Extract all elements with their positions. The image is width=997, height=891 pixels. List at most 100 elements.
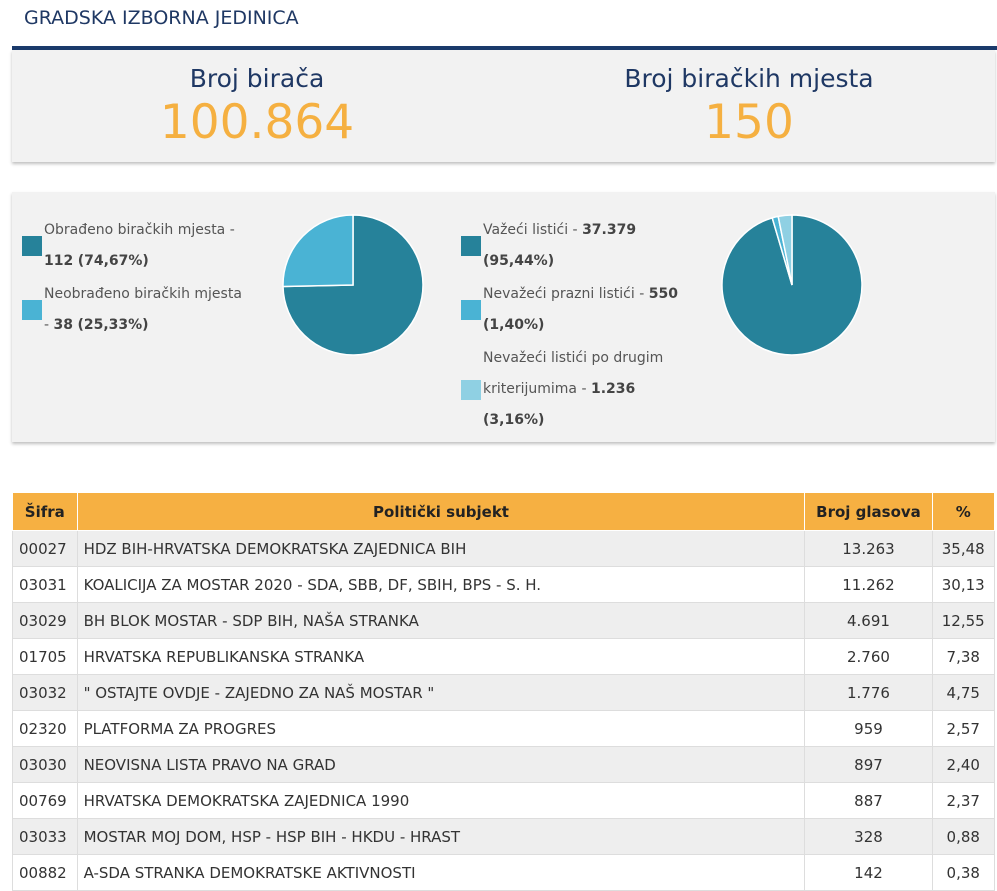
table-row: 03031 KOALICIJA ZA MOSTAR 2020 - SDA, SBB… xyxy=(12,566,995,603)
legend-swatch xyxy=(461,379,481,400)
table-cell: MOSTAR MOJ DOM, HSP - HSP BIH - HKDU - H… xyxy=(76,818,806,855)
legend-swatch xyxy=(22,300,42,320)
table-cell: 0,88 xyxy=(931,818,995,855)
legend-item: Obrađeno biračkih mjesta - 112 (74,67%) xyxy=(22,215,262,277)
table-cell: 2,40 xyxy=(931,746,995,783)
legend-swatch xyxy=(22,236,42,256)
legend-text: Važeći listići - 37.379 (95,44%) xyxy=(483,215,688,277)
legend-count: 550 xyxy=(648,286,678,302)
stat: Broj birača 100.864 xyxy=(12,50,502,150)
legend-swatch xyxy=(461,300,481,320)
header-rule xyxy=(12,46,997,50)
table-row: 03029 BH BLOK MOSTAR - SDP BIH, NAŠA STRA… xyxy=(12,602,995,639)
table-cell: NEOVISNA LISTA PRAVO NA GRAD xyxy=(76,746,806,783)
table-cell: 142 xyxy=(804,854,933,891)
table-row: 03030 NEOVISNA LISTA PRAVO NA GRAD 897 2,40 xyxy=(12,746,995,783)
legend-share: (3,16%) xyxy=(483,412,545,428)
table-cell: 2,57 xyxy=(931,710,995,747)
legend-text: Obrađeno biračkih mjesta - 112 (74,67%) xyxy=(44,215,249,277)
table-cell: PLATFORMA ZA PROGRES xyxy=(76,710,806,747)
pie-slice xyxy=(282,214,354,288)
table-cell: 12,55 xyxy=(931,602,995,639)
legend-share: (95,44%) xyxy=(483,253,555,269)
table-cell: 897 xyxy=(804,746,933,783)
table-cell: " OSTAJTE OVDJE - ZAJEDNO ZA NAŠ MOSTAR … xyxy=(76,674,806,711)
table-cell: BH BLOK MOSTAR - SDP BIH, NAŠA STRANKA xyxy=(76,602,806,639)
table-cell: 00027 xyxy=(12,530,78,567)
column-header: Politički subjekt xyxy=(76,492,806,531)
legend-share: (74,67%) xyxy=(77,253,149,269)
stats-panel: Broj birača 100.864 Broj biračkih mjesta… xyxy=(12,50,995,162)
table-cell: 35,48 xyxy=(931,530,995,567)
table-row: 03033 MOSTAR MOJ DOM, HSP - HSP BIH - HKD… xyxy=(12,818,995,855)
legend-item: Neobrađeno biračkih mjesta - 38 (25,33%) xyxy=(22,279,262,341)
pie-chart xyxy=(721,214,863,356)
legend-text: Nevažeći prazni listići - 550 (1,40%) xyxy=(483,279,688,341)
legend: Obrađeno biračkih mjesta - 112 (74,67%) N… xyxy=(22,215,262,343)
stat-label: Broj birača xyxy=(189,64,325,93)
stat-label: Broj biračkih mjesta xyxy=(624,64,874,93)
legend-swatch xyxy=(461,236,481,256)
table-row: 00882 A-SDA STRANKA DEMOKRATSKE AKTIVNOST… xyxy=(12,854,995,891)
table-cell: HRVATSKA REPUBLIKANSKA STRANKA xyxy=(76,638,806,675)
page-title: GRADSKA IZBORNA JEDINICA xyxy=(24,7,299,29)
table-cell: A-SDA STRANKA DEMOKRATSKE AKTIVNOSTI xyxy=(76,854,806,891)
results-table: Šifra Politički subjekt Broj glasova% 0002… xyxy=(12,492,995,891)
column-header: Šifra xyxy=(12,492,78,531)
stat-value: 100.864 xyxy=(159,95,355,150)
table-cell: 328 xyxy=(804,818,933,855)
legend-item: Nevažeći prazni listići - 550 (1,40%) xyxy=(461,279,701,341)
legend-label: Obrađeno biračkih mjesta - xyxy=(44,222,235,238)
table-cell: HDZ BIH-HRVATSKA DEMOKRATSKA ZAJEDNICA B… xyxy=(76,530,806,567)
legend-count: 37.379 xyxy=(582,222,637,238)
table-row: 00769 HRVATSKA DEMOKRATSKA ZAJEDNICA 1990… xyxy=(12,782,995,819)
legend-share: (25,33%) xyxy=(77,317,149,333)
table-cell: KOALICIJA ZA MOSTAR 2020 - SDA, SBB, DF,… xyxy=(76,566,806,603)
stat: Broj biračkih mjesta 150 xyxy=(504,50,994,150)
legend-item: Nevažeći listići po drugim kriterijumima… xyxy=(461,343,701,436)
column-header: Broj glasova xyxy=(804,492,933,531)
header-row: Šifra Politički subjekt Broj glasova% xyxy=(12,492,995,531)
stat-value: 150 xyxy=(704,95,794,150)
table-cell: 1.776 xyxy=(804,674,933,711)
legend-label: Nevažeći listići po drugim kriterijumima… xyxy=(483,350,664,397)
table-cell: 03031 xyxy=(12,566,78,603)
legend-share: (1,40%) xyxy=(483,317,545,333)
legend-text: Neobrađeno biračkih mjesta - 38 (25,33%) xyxy=(44,279,249,341)
legend-text: Nevažeći listići po drugim kriterijumima… xyxy=(483,343,688,436)
table-cell: 00769 xyxy=(12,782,78,819)
table-cell: 13.263 xyxy=(804,530,933,567)
table-row: 01705 HRVATSKA REPUBLIKANSKA STRANKA 2.760… xyxy=(12,638,995,675)
table-cell: 4,75 xyxy=(931,674,995,711)
legend-count: 1.236 xyxy=(590,381,636,397)
table-cell: 2.760 xyxy=(804,638,933,675)
table-cell: 887 xyxy=(804,782,933,819)
table-cell: 7,38 xyxy=(931,638,995,675)
table-cell: 00882 xyxy=(12,854,78,891)
table-cell: 11.262 xyxy=(804,566,933,603)
table-cell: 2,37 xyxy=(931,782,995,819)
table-row: 02320 PLATFORMA ZA PROGRES 959 2,57 xyxy=(12,710,995,747)
table-cell: HRVATSKA DEMOKRATSKA ZAJEDNICA 1990 xyxy=(76,782,806,819)
table-cell: 03029 xyxy=(12,602,78,639)
table-cell: 30,13 xyxy=(931,566,995,603)
legend-item: Važeći listići - 37.379 (95,44%) xyxy=(461,215,701,277)
table-cell: 02320 xyxy=(12,710,78,747)
column-header: % xyxy=(931,492,995,531)
table-cell: 03030 xyxy=(12,746,78,783)
charts-panel: Obrađeno biračkih mjesta - 112 (74,67%) N… xyxy=(12,192,995,442)
table-cell: 4.691 xyxy=(804,602,933,639)
legend-label: Nevažeći prazni listići - xyxy=(483,286,645,302)
table-row: 03032 " OSTAJTE OVDJE - ZAJEDNO ZA NAŠ MO… xyxy=(12,674,995,711)
legend-label: Važeći listići - xyxy=(483,222,578,238)
legend-label: Neobrađeno biračkih mjesta - xyxy=(44,286,242,333)
table-cell: 959 xyxy=(804,710,933,747)
table-row: 00027 HDZ BIH-HRVATSKA DEMOKRATSKA ZAJEDN… xyxy=(12,530,995,567)
pie-chart xyxy=(282,214,424,356)
table-cell: 03033 xyxy=(12,818,78,855)
table-cell: 0,38 xyxy=(931,854,995,891)
legend: Važeći listići - 37.379 (95,44%) Nevažeći… xyxy=(461,215,701,438)
table-cell: 03032 xyxy=(12,674,78,711)
legend-count: 112 xyxy=(44,253,74,269)
